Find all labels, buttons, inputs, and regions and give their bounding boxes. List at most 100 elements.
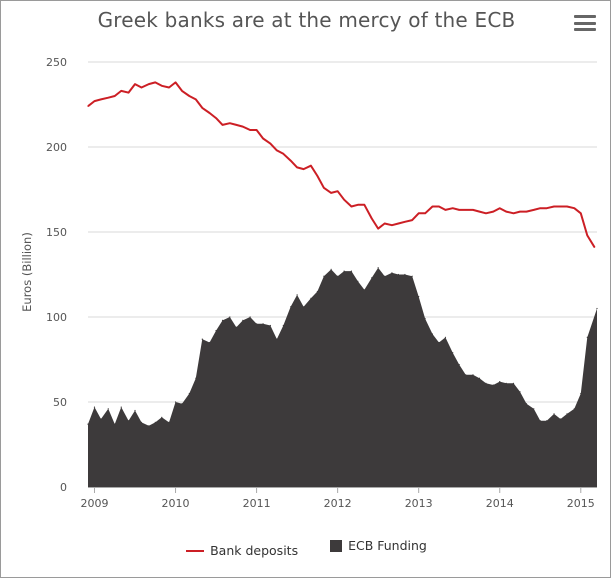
x-tick-label: 2012 [324,497,352,510]
bank-deposits-point [485,212,487,214]
bank-deposits-point [452,207,454,209]
ecb-funding-point [499,381,501,383]
y-tick-label: 0 [60,481,67,494]
ecb-funding-point [525,403,528,405]
bank-deposits-point [221,124,224,126]
bank-deposits-point [269,143,271,145]
legend-swatch-box [330,539,343,552]
bank-deposits-point [87,105,89,107]
bank-deposits-point [316,175,318,177]
bank-deposits-point [573,207,575,209]
ecb-funding-point [181,403,183,405]
ecb-funding-point [357,280,359,282]
bank-deposits-point [134,83,136,85]
bank-deposits-point [357,204,359,206]
bank-deposits-point [586,234,588,236]
y-tick-label: 50 [53,396,67,409]
bank-deposits-point [411,219,413,221]
bank-deposits-point [296,166,298,168]
bank-deposits-point [249,129,251,131]
bank-deposits-point [458,209,460,211]
ecb-funding-point [391,272,393,274]
menu-bar [574,28,596,31]
bank-deposits-point [168,86,170,89]
ecb-funding-area [88,267,597,487]
ecb-funding-point [533,408,535,410]
menu-bar [574,15,596,18]
ecb-funding-point [140,421,143,423]
ecb-funding-point [127,420,130,422]
ecb-funding-point [262,323,264,325]
bank-deposits-point [363,204,365,206]
ecb-funding-point [444,336,447,338]
ecb-funding-point [363,289,365,291]
ecb-funding-point [411,275,413,277]
ecb-funding-point [566,413,568,415]
chart-title: Greek banks are at the mercy of the ECB [97,8,516,32]
y-tick-label: 250 [46,56,67,69]
ecb-funding-point [276,338,278,340]
bank-deposits-point [242,126,244,128]
ecb-funding-point [310,297,312,299]
ecb-funding-point [168,421,170,423]
bank-deposits-point [438,205,440,208]
ecb-funding-point [330,268,332,270]
bank-deposits-point [93,100,96,102]
ecb-funding-point [120,406,122,408]
ecb-funding-point [296,294,298,296]
bank-deposits-point [525,211,528,213]
x-tick-label: 2015 [567,497,595,510]
chart-plot: 2009 2010 2011 2012 2013 2014 2015 0 50 100 150 20… [20,56,598,510]
ecb-funding-series [87,267,598,487]
legend-item-bank-deposits[interactable]: Bank deposits [186,543,298,558]
ecb-funding-point [148,425,150,427]
y-axis: 0 50 100 150 200 250 [46,56,67,494]
bank-deposits-point [397,222,400,225]
bank-deposits-point [465,209,467,211]
bank-deposits-point [107,97,109,99]
x-tick-label: 2010 [162,497,190,510]
bank-deposits-point [255,129,258,131]
ecb-funding-point [519,391,521,393]
ecb-funding-point [201,338,203,340]
y-axis-label: Euros (Billion) [20,232,34,312]
bank-deposits-point [208,112,211,114]
ecb-funding-point [215,330,217,332]
bank-deposits-point [593,246,596,248]
ecb-funding-point [485,382,487,384]
ecb-funding-point [573,408,575,410]
bank-deposits-point [161,85,163,87]
bank-deposits-point [566,205,568,208]
bank-deposits-point [310,165,312,167]
ecb-funding-point [512,382,515,384]
x-tick-label: 2009 [80,497,108,510]
bank-deposits-point [371,217,373,219]
legend: Bank deposits ECB Funding [0,538,613,558]
ecb-funding-point [235,326,237,328]
y-tick-label: 100 [46,311,67,324]
bank-deposits-point [337,190,339,192]
ecb-funding-point [221,319,224,321]
bank-deposits-point [350,205,353,208]
bank-deposits-point [519,211,521,213]
x-tick-label: 2011 [243,497,271,510]
ecb-funding-point [458,364,460,366]
bank-deposits-point [546,207,548,209]
legend-item-ecb-funding[interactable]: ECB Funding [330,538,427,553]
ecb-funding-point [546,420,548,422]
ecb-funding-point [229,316,231,318]
ecb-funding-point [377,267,379,269]
y-tick-label: 150 [46,226,67,239]
ecb-funding-point [303,306,305,308]
ecb-funding-point [107,408,109,410]
bank-deposits-point [323,187,325,189]
ecb-funding-point [478,377,481,379]
ecb-funding-point [505,382,507,384]
bank-deposits-point [539,207,541,209]
bank-deposits-point [229,122,231,124]
bank-deposits-point [424,212,426,214]
ecb-funding-point [418,296,420,298]
bank-deposits-point [343,199,345,201]
hamburger-menu-icon[interactable] [574,15,596,33]
